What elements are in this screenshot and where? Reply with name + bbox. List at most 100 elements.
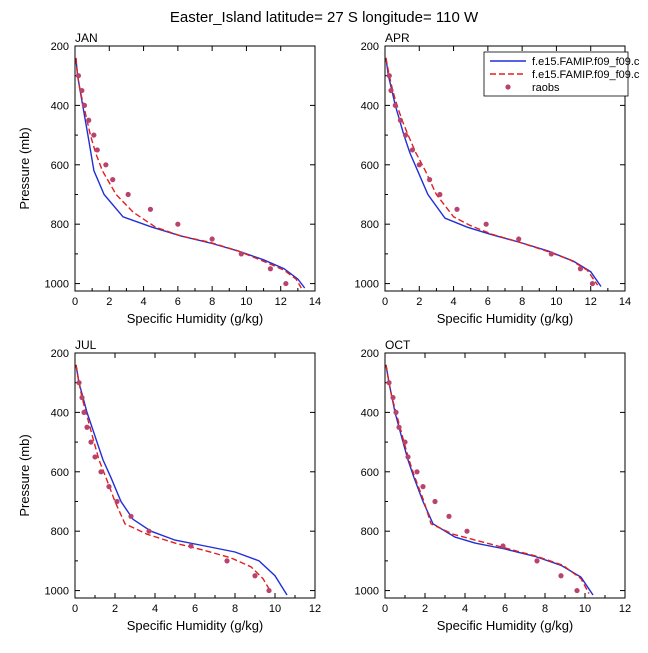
raobs-point xyxy=(386,380,392,386)
y-axis-label: Pressure (mb) xyxy=(17,127,32,209)
x-tick-label: 12 xyxy=(619,603,631,615)
raobs-point xyxy=(386,73,392,79)
raobs-point xyxy=(86,117,92,123)
x-tick-label: 4 xyxy=(462,603,468,615)
x-tick-label: 8 xyxy=(209,296,215,308)
y-tick-label: 800 xyxy=(51,219,69,231)
x-tick-label: 10 xyxy=(269,603,281,615)
raobs-point xyxy=(84,424,90,430)
plot-frame xyxy=(74,45,316,292)
panel-label: JAN xyxy=(75,31,98,45)
x-tick-label: 0 xyxy=(382,296,388,308)
raobs-point xyxy=(88,439,94,445)
raobs-point xyxy=(98,469,104,475)
plot-frame xyxy=(74,352,316,599)
raobs-point xyxy=(589,280,596,287)
y-tick-label: 400 xyxy=(51,407,69,419)
series-line-dashed xyxy=(385,364,590,594)
x-tick-label: 4 xyxy=(451,296,457,308)
raobs-point xyxy=(388,87,394,94)
x-tick-label: 14 xyxy=(619,296,631,308)
x-tick-label: 4 xyxy=(141,296,147,308)
raobs-point xyxy=(483,221,489,227)
raobs-point xyxy=(437,191,443,198)
raobs-point xyxy=(79,87,85,94)
x-tick-label: 2 xyxy=(416,296,422,308)
raobs-point xyxy=(574,587,580,594)
chart-panel-apr: APR 0 2 4 6 8 10 12 14 200 400 600 800 1000 Specific H… xyxy=(355,31,632,326)
raobs-point xyxy=(396,424,402,430)
raobs-point xyxy=(188,543,194,549)
raobs-point xyxy=(500,543,506,549)
x-tick-label: 14 xyxy=(309,296,321,308)
y-tick-label: 1000 xyxy=(45,279,69,291)
x-tick-label: 12 xyxy=(275,296,287,308)
y-tick-label: 200 xyxy=(51,41,69,53)
x-tick-label: 10 xyxy=(240,296,252,308)
raobs-point xyxy=(416,162,422,168)
legend-label: raobs xyxy=(532,82,560,94)
y-tick-label: 200 xyxy=(361,348,379,360)
x-tick-label: 8 xyxy=(232,603,238,615)
x-tick-label: 8 xyxy=(542,603,548,615)
x-axis-label: Specific Humidity (g/kg) xyxy=(437,618,574,633)
x-tick-label: 2 xyxy=(112,603,118,615)
raobs-point xyxy=(266,587,272,594)
y-tick-label: 1000 xyxy=(355,279,379,291)
figure-title: Easter_Island latitude= 27 S longitude= … xyxy=(170,9,479,26)
raobs-point xyxy=(146,528,152,534)
y-tick-label: 200 xyxy=(51,348,69,360)
x-tick-label: 0 xyxy=(72,296,78,308)
x-tick-label: 0 xyxy=(72,603,78,615)
raobs-point xyxy=(91,132,97,138)
legend: f.e15.FAMIP.f09_f09.cf.e15.FAMIP.f09_f09… xyxy=(483,51,640,97)
raobs-point xyxy=(79,394,85,401)
raobs-point xyxy=(252,573,258,579)
raobs-point xyxy=(94,147,100,153)
legend-marker-raobs xyxy=(505,84,511,90)
raobs-point xyxy=(432,498,438,505)
x-tick-label: 12 xyxy=(585,296,597,308)
raobs-point xyxy=(238,251,244,257)
raobs-point xyxy=(516,236,522,242)
raobs-point xyxy=(409,147,416,153)
raobs-point xyxy=(128,513,134,519)
y-tick-label: 800 xyxy=(51,526,69,538)
raobs-point xyxy=(106,484,112,490)
y-tick-label: 400 xyxy=(361,407,379,419)
x-tick-label: 6 xyxy=(175,296,181,308)
legend-label: f.e15.FAMIP.f09_f09.c xyxy=(532,56,640,68)
raobs-point xyxy=(92,454,98,460)
raobs-point xyxy=(75,73,82,79)
series-line-dashed xyxy=(75,57,302,289)
raobs-point xyxy=(405,454,411,460)
x-tick-label: 10 xyxy=(579,603,591,615)
x-tick-label: 12 xyxy=(309,603,321,615)
raobs-point xyxy=(577,266,584,272)
raobs-point xyxy=(114,498,120,505)
series-line-dashed xyxy=(385,57,599,286)
y-tick-label: 1000 xyxy=(45,586,69,598)
raobs-point xyxy=(548,251,554,257)
raobs-point xyxy=(125,191,131,198)
x-axis-label: Specific Humidity (g/kg) xyxy=(127,618,264,633)
y-tick-label: 400 xyxy=(51,100,69,112)
raobs-point xyxy=(393,409,399,415)
raobs-point xyxy=(147,206,154,212)
x-axis-label: Specific Humidity (g/kg) xyxy=(437,311,574,326)
raobs-point xyxy=(76,380,82,386)
raobs-point xyxy=(464,528,470,534)
raobs-point xyxy=(402,439,408,445)
raobs-point xyxy=(390,394,396,401)
x-axis-label: Specific Humidity (g/kg) xyxy=(127,311,264,326)
x-tick-label: 10 xyxy=(550,296,562,308)
y-tick-label: 600 xyxy=(51,467,69,479)
x-tick-label: 4 xyxy=(152,603,158,615)
x-tick-label: 6 xyxy=(192,603,198,615)
raobs-point xyxy=(534,558,540,564)
raobs-point xyxy=(224,558,230,564)
panel-label: JUL xyxy=(75,338,97,352)
